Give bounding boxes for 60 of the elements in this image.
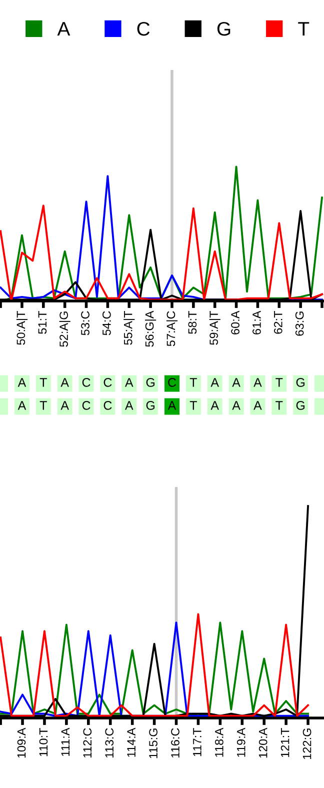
- text: A: [232, 378, 240, 387]
- text: C: [82, 378, 90, 387]
- text: A: [232, 401, 240, 410]
- text: G: [296, 401, 304, 410]
- x-tick-label: 50:A|T: [16, 310, 28, 345]
- text: G: [146, 378, 154, 387]
- legend-label: A: [57, 22, 70, 36]
- x-tick-label: 56:G|A: [145, 310, 156, 347]
- x-tick-label: 114:A: [127, 728, 136, 757]
- x-tick-label: 53:C: [81, 311, 90, 336]
- legend-label: G: [217, 22, 230, 36]
- text: A: [124, 401, 134, 410]
- text: A: [254, 378, 262, 387]
- x-tick-label: 113:C: [105, 728, 114, 758]
- legend-label: T: [298, 22, 310, 36]
- text: A: [18, 378, 26, 387]
- x-tick-label: 58:T: [188, 310, 197, 334]
- x-tick-label: 116:C: [171, 728, 180, 758]
- x-tick-label: 121:T: [280, 728, 290, 758]
- x-tick-label: 117:T: [193, 728, 202, 756]
- text: A: [124, 378, 134, 387]
- x-tick-label: 51:T: [38, 310, 47, 334]
- x-tick-label: 60:A: [231, 310, 240, 334]
- text: A: [168, 401, 176, 410]
- x-tick-label: 63:G: [295, 312, 304, 336]
- x-tick-label: 112:C: [83, 728, 92, 758]
- x-tick-label: 61:A: [252, 310, 261, 334]
- text: A: [210, 401, 219, 410]
- x-tick-label: 110:T: [39, 728, 48, 756]
- text: C: [104, 401, 112, 410]
- text: G: [146, 401, 154, 410]
- text: C: [104, 378, 112, 387]
- x-tick-label: 119:A: [236, 728, 246, 757]
- text: T: [190, 401, 197, 410]
- legend-label: C: [137, 22, 150, 36]
- text: C: [168, 378, 176, 387]
- text: T: [276, 401, 283, 410]
- text: A: [254, 401, 262, 410]
- text: A: [60, 378, 69, 387]
- x-tick-label: 59:A|T: [209, 310, 220, 345]
- x-tick-label: 52:A|G: [59, 312, 70, 347]
- x-tick-label: 109:A: [17, 728, 26, 758]
- x-tick-label: 120:A: [258, 728, 268, 758]
- x-tick-label: 54:C: [102, 311, 111, 336]
- text: G: [296, 378, 304, 387]
- x-tick-label: 115:G: [149, 728, 158, 758]
- text: T: [276, 378, 283, 387]
- x-tick-label: 118:A: [214, 728, 224, 757]
- text: T: [40, 378, 47, 387]
- text: T: [40, 401, 47, 410]
- x-tick-label: 57:A|C: [166, 311, 178, 346]
- x-tick-label: 122:G: [302, 728, 312, 759]
- text: T: [190, 378, 197, 387]
- text: A: [18, 401, 26, 410]
- x-tick-label: 55:A|T: [124, 310, 135, 345]
- text: C: [82, 401, 90, 410]
- x-tick-label: 111:A: [61, 728, 70, 756]
- text: A: [60, 401, 69, 410]
- x-tick-label: 62:T: [274, 310, 282, 334]
- text: A: [210, 378, 219, 387]
